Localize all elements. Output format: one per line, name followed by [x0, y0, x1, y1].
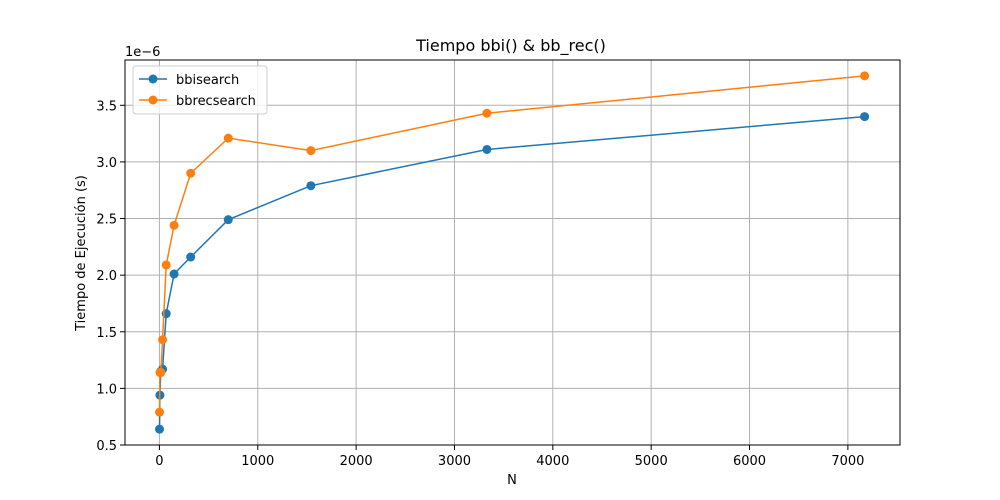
- legend-label-bbrecsearch: bbrecsearch: [176, 94, 256, 109]
- grid: [125, 60, 900, 446]
- chart-title: Tiempo bbi() & bb_rec(): [415, 36, 606, 56]
- legend-marker-bbisearch: [148, 74, 158, 84]
- legend: bbisearch bbrecsearch: [132, 65, 268, 115]
- x-tick-label: 5000: [635, 454, 668, 469]
- point-bbrecsearch: [155, 407, 165, 417]
- x-axis-label: N: [507, 473, 517, 488]
- y-tick-label: 2.5: [96, 213, 117, 228]
- x-tick-label: 1000: [241, 454, 274, 469]
- plot-frame: [124, 59, 901, 446]
- x-tick-label: 3000: [438, 454, 471, 469]
- point-bbrecsearch: [161, 260, 171, 270]
- x-tick-label: 0: [155, 454, 163, 469]
- point-bbrecsearch: [482, 108, 492, 118]
- series-line-bbisearch: [158, 115, 865, 430]
- point-bbisearch: [223, 215, 233, 225]
- legend-box: [132, 65, 268, 115]
- y-tick-label: 0.5: [96, 439, 117, 454]
- point-bbisearch: [482, 144, 492, 154]
- y-tick-label: 3.0: [96, 156, 117, 171]
- x-tick-label: 4000: [536, 454, 569, 469]
- point-bbrecsearch: [158, 335, 168, 345]
- x-tick-label: 7000: [831, 454, 864, 469]
- y-tick-label: 1.0: [96, 382, 117, 397]
- legend-label-bbisearch: bbisearch: [176, 73, 239, 88]
- y-scale-label: 1e−6: [125, 45, 160, 60]
- point-bbrecsearch: [860, 71, 870, 81]
- x-tick-label: 2000: [340, 454, 373, 469]
- point-bbisearch: [169, 269, 179, 279]
- point-bbisearch: [186, 252, 196, 262]
- x-tick-label: 6000: [733, 454, 766, 469]
- y-tick-label: 1.5: [96, 326, 117, 341]
- y-tick-label: 3.5: [96, 99, 117, 114]
- point-bbisearch: [155, 424, 165, 434]
- point-bbrecsearch: [223, 133, 233, 143]
- point-bbrecsearch: [156, 368, 166, 378]
- point-bbrecsearch: [169, 220, 179, 230]
- series-layer: [155, 71, 870, 434]
- point-bbisearch: [306, 181, 316, 191]
- legend-marker-bbrecsearch: [148, 95, 158, 105]
- point-bbisearch: [860, 112, 870, 122]
- point-bbrecsearch: [186, 168, 196, 178]
- y-tick-label: 2.0: [96, 269, 117, 284]
- ticks: 0 1000 2000 3000 4000 5000 6000 7000 0.5 1.0 1.5 2.…: [96, 99, 864, 469]
- y-axis-label: Tiempo de Ejecución (s): [74, 175, 89, 332]
- point-bbrecsearch: [306, 146, 316, 156]
